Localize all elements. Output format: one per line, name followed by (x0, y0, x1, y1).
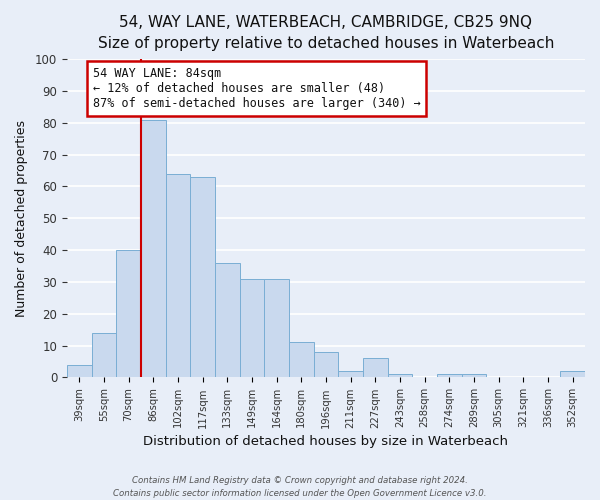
Bar (461, 374, 487, 378)
Bar (116, 250, 141, 378)
Bar (239, 279, 264, 378)
Bar (215, 263, 239, 378)
Bar (388, 374, 412, 378)
Y-axis label: Number of detached properties: Number of detached properties (15, 120, 28, 317)
Bar (264, 279, 289, 378)
Bar (289, 342, 314, 378)
X-axis label: Distribution of detached houses by size in Waterbeach: Distribution of detached houses by size … (143, 434, 508, 448)
Title: 54, WAY LANE, WATERBEACH, CAMBRIDGE, CB25 9NQ
Size of property relative to detac: 54, WAY LANE, WATERBEACH, CAMBRIDGE, CB2… (98, 15, 554, 51)
Bar (437, 374, 461, 378)
Bar (141, 120, 166, 378)
Text: Contains HM Land Registry data © Crown copyright and database right 2024.
Contai: Contains HM Land Registry data © Crown c… (113, 476, 487, 498)
Text: 54 WAY LANE: 84sqm
← 12% of detached houses are smaller (48)
87% of semi-detache: 54 WAY LANE: 84sqm ← 12% of detached hou… (93, 67, 421, 110)
Bar (190, 177, 215, 378)
Bar (92, 333, 116, 378)
Bar (67, 364, 92, 378)
Bar (363, 358, 388, 378)
Bar (338, 371, 363, 378)
Bar (560, 371, 585, 378)
Bar (314, 352, 338, 378)
Bar (166, 174, 190, 378)
